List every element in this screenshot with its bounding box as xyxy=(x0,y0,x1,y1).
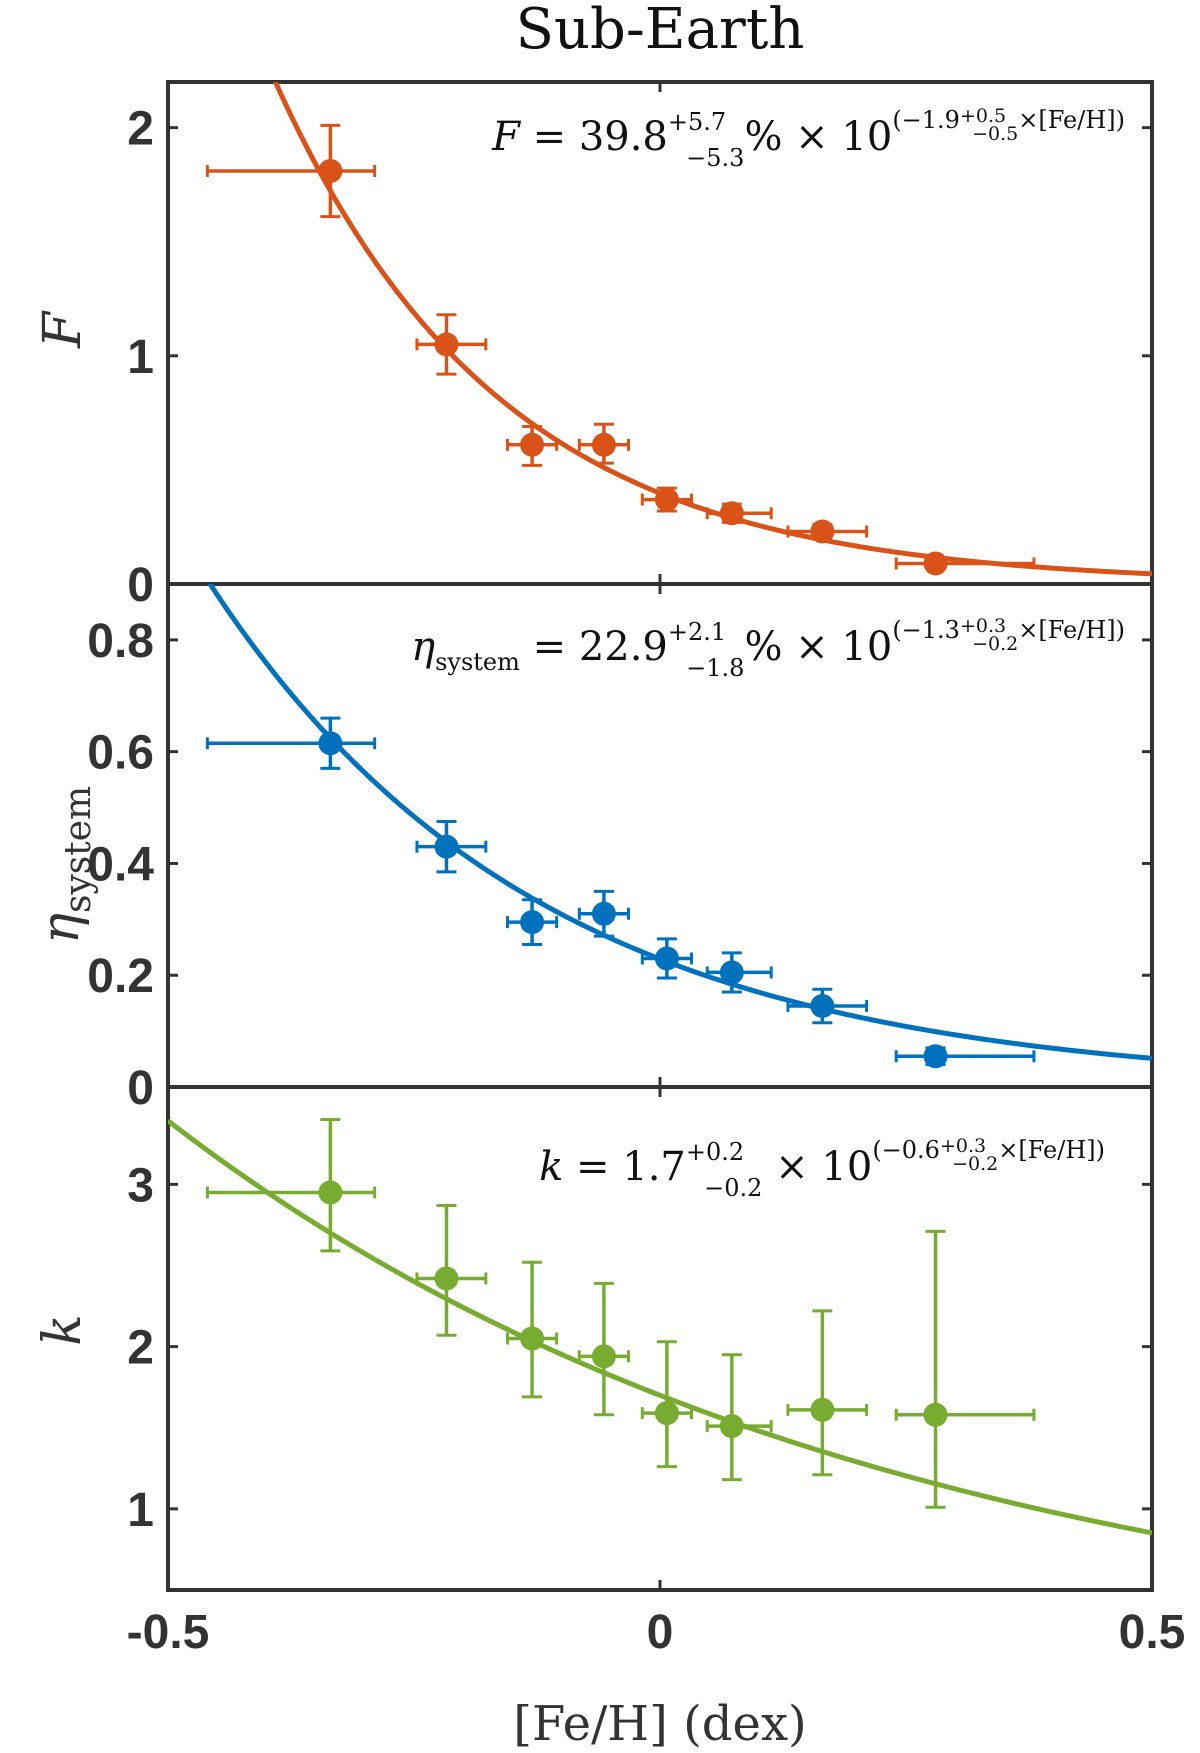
data-point xyxy=(434,332,459,357)
y-tick-label: 1 xyxy=(127,331,154,384)
data-point xyxy=(719,1414,744,1439)
data-point xyxy=(318,158,343,183)
data-point xyxy=(520,910,545,935)
data-point xyxy=(591,432,616,457)
data-point xyxy=(654,1401,679,1426)
panel-f: 0 1 2 xyxy=(127,80,1154,612)
x-axis-label: [Fe/H] (dex) xyxy=(513,1696,806,1752)
y-tick-label: 3 xyxy=(127,1159,154,1212)
data-point xyxy=(520,432,545,457)
data-point xyxy=(810,1397,835,1422)
data-point xyxy=(654,946,679,971)
panel-f-y-label: F xyxy=(33,310,93,349)
figure-title: Sub-Earth xyxy=(516,0,805,62)
panel-k-equation: k = 1.7+0.2 −0.2 × 10(−0.6+0.3 −0.2×[Fe/H]… xyxy=(539,1135,1105,1202)
y-tick-label: 1 xyxy=(127,1484,154,1537)
data-point xyxy=(654,487,679,512)
data-point xyxy=(434,1266,459,1291)
x-tick-label: -0.5 xyxy=(127,1606,210,1659)
data-point xyxy=(923,1044,948,1069)
data-point xyxy=(520,1326,545,1351)
x-tick-label: 0.5 xyxy=(1119,1606,1186,1659)
data-point xyxy=(434,834,459,859)
data-point xyxy=(923,1402,948,1427)
panel-f-equation: F = 39.8+5.7 −5.3% × 10(−1.9+0.5 −0.5×[Fe/… xyxy=(491,105,1125,172)
data-point xyxy=(318,731,343,756)
data-point xyxy=(591,901,616,926)
y-tick-label: 0.8 xyxy=(87,615,154,668)
data-point xyxy=(923,551,948,576)
data-point xyxy=(810,993,835,1018)
data-point xyxy=(719,960,744,985)
y-tick-label: 2 xyxy=(127,103,154,156)
data-point xyxy=(810,519,835,544)
panel-k-y-label: k xyxy=(33,1314,93,1346)
panel-eta-y-label: ηsystem xyxy=(31,786,99,944)
y-tick-label: 0 xyxy=(127,559,154,612)
data-point xyxy=(318,1180,343,1205)
y-tick-label: 2 xyxy=(127,1322,154,1375)
panel-eta-equation: ηsystem = 22.9+2.1 −1.8% × 10(−1.3+0.3 −0.… xyxy=(411,615,1125,682)
y-tick-label: 0.4 xyxy=(87,838,154,891)
y-tick-label: 0 xyxy=(127,1062,154,1115)
x-tick-label: 0 xyxy=(647,1606,674,1659)
panel-eta-system: 0 0.2 0.4 0.6 0.8 xyxy=(87,582,1154,1115)
data-point xyxy=(591,1344,616,1369)
y-tick-label: 0.2 xyxy=(87,950,154,1003)
data-point xyxy=(719,501,744,526)
y-tick-label: 0.6 xyxy=(87,727,154,780)
panel-k: 1 2 3 -0.5 0 0.5 xyxy=(127,1085,1186,1659)
